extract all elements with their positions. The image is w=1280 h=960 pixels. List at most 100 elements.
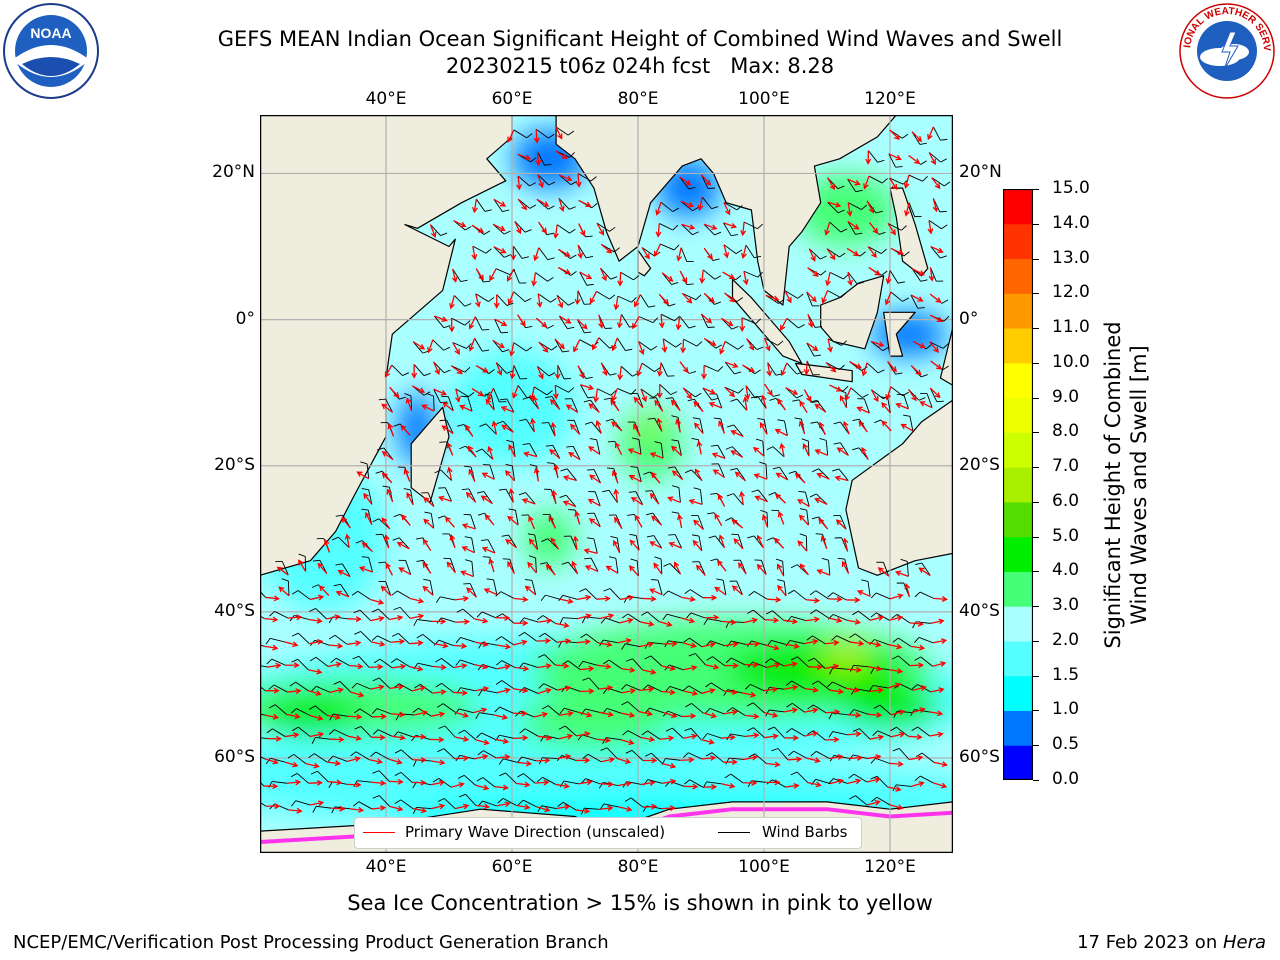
wave-direction-arrow (612, 337, 618, 351)
wind-barb-feather (810, 750, 817, 757)
wind-barb-staff (558, 174, 572, 186)
latitude-tick-right: 20°S (959, 454, 1000, 475)
wave-direction-arrowhead (419, 685, 427, 692)
wave-direction-arrow (867, 713, 882, 716)
wave-direction-arrowhead (296, 807, 303, 814)
wind-barb-staff (660, 243, 675, 251)
wind-barb-feather (371, 708, 378, 715)
wave-direction-arrow (496, 688, 510, 694)
wave-direction-arrow (517, 198, 527, 210)
wave-direction-arrowhead (403, 468, 410, 475)
wave-direction-arrow (928, 711, 943, 715)
wave-direction-arrow (505, 470, 515, 482)
wind-barb-feather (788, 470, 796, 474)
wave-direction-arrow (650, 493, 660, 505)
wave-direction-arrowhead (334, 713, 342, 720)
wind-barb-feather (843, 273, 849, 280)
wave-direction-arrowhead (661, 346, 668, 354)
wind-barb-feather (760, 509, 768, 513)
wind-barb-staff (883, 562, 890, 577)
wave-direction-arrowhead (759, 421, 766, 429)
wave-direction-arrowhead (482, 686, 490, 692)
wave-direction-arrowhead (941, 596, 948, 602)
wind-barb-staff (358, 801, 373, 810)
wind-barb-staff (582, 660, 598, 666)
wave-direction-arrow (474, 641, 488, 646)
wind-barb-feather (569, 206, 576, 210)
wave-direction-arrowhead (894, 570, 902, 577)
wave-direction-arrowhead (295, 779, 302, 786)
wave-direction-arrow (347, 735, 361, 740)
wind-barb-staff (296, 708, 310, 716)
wave-direction-arrowhead (387, 422, 394, 430)
wave-direction-arrowhead (750, 691, 757, 698)
wind-barb-staff (564, 725, 577, 737)
wind-barb-staff (440, 469, 452, 481)
wind-barb-feather (914, 637, 920, 644)
wind-barb-feather (798, 324, 805, 329)
wave-direction-arrow (555, 783, 569, 788)
wave-height-region (820, 641, 872, 671)
wave-direction-arrowhead (689, 596, 696, 602)
wave-direction-arrowhead (937, 731, 944, 738)
wave-direction-arrow (615, 296, 619, 310)
wave-direction-arrowhead (405, 397, 412, 404)
wind-barb-staff (467, 396, 473, 412)
wind-barb-feather (707, 326, 715, 328)
wind-barb-staff (458, 708, 474, 714)
wind-barb-staff (524, 687, 539, 694)
wind-barb-feather (806, 635, 813, 641)
wind-barb-feather (692, 231, 699, 236)
wind-barb-staff (783, 581, 787, 597)
wave-direction-arrow (538, 619, 552, 623)
wind-barb-staff (360, 726, 372, 738)
wave-direction-arrowhead (504, 643, 512, 650)
wave-direction-arrow (806, 291, 817, 302)
wave-direction-arrowhead (461, 689, 468, 696)
wind-barb-feather (840, 292, 847, 298)
wave-direction-arrow (557, 266, 571, 274)
wind-barb-staff (662, 338, 676, 348)
wind-barb-staff (757, 489, 768, 502)
wave-direction-arrow (901, 423, 914, 432)
wind-barb-staff (898, 655, 911, 666)
wind-barb-staff (558, 198, 570, 210)
wind-barb-staff (919, 591, 934, 599)
colorbar-tick-mark (1033, 745, 1039, 747)
wave-direction-arrowhead (527, 561, 534, 568)
wave-direction-arrowhead (608, 756, 616, 763)
wind-barb-feather (517, 773, 524, 778)
wave-direction-arrowhead (516, 184, 522, 191)
wave-direction-arrowhead (802, 442, 808, 450)
wave-direction-arrow (501, 406, 515, 413)
wind-barb-feather (353, 780, 358, 788)
wave-direction-arrow (496, 802, 510, 807)
wind-barb-feather (812, 468, 819, 473)
wind-barb-feather (423, 578, 431, 582)
wave-direction-arrowhead (460, 221, 467, 228)
longitude-tick-top: 100°E (738, 89, 790, 109)
wave-direction-arrow (933, 761, 947, 766)
wind-barb-staff (471, 537, 475, 553)
wind-barb-feather (603, 588, 611, 592)
wind-barb-feather (482, 349, 490, 352)
wind-barb-feather (852, 728, 860, 732)
wave-direction-arrowhead (533, 254, 539, 262)
wave-direction-arrowhead (552, 232, 559, 239)
wave-direction-arrow (637, 362, 643, 376)
wind-barb-staff (481, 611, 497, 619)
wave-direction-arrowhead (751, 754, 759, 761)
wave-direction-arrowhead (812, 638, 819, 645)
wind-barb-feather (519, 728, 526, 734)
wave-direction-arrowhead (917, 620, 924, 627)
wave-direction-arrow (930, 620, 944, 625)
wave-direction-arrowhead (751, 780, 758, 786)
wind-barb-feather (630, 558, 638, 562)
wind-barb-feather (662, 613, 668, 621)
wind-barb-feather (654, 556, 662, 560)
wave-direction-arrow (288, 809, 302, 812)
wind-barb-staff (668, 590, 682, 598)
wind-barb-staff (547, 705, 561, 716)
wind-barb-staff (523, 773, 536, 784)
wind-barb-feather (839, 364, 845, 370)
